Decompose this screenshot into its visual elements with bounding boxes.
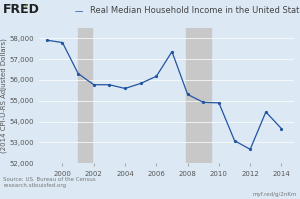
Text: FRED: FRED bbox=[3, 3, 40, 16]
Bar bbox=[78, 28, 92, 163]
Bar bbox=[186, 28, 211, 163]
Text: Source: US. Bureau of the Census
research.stlouisfed.org: Source: US. Bureau of the Census researc… bbox=[3, 177, 96, 188]
Y-axis label: (2014 CPI-U-RS Adjusted Dollars): (2014 CPI-U-RS Adjusted Dollars) bbox=[0, 38, 7, 153]
Text: —: — bbox=[75, 7, 83, 16]
Text: myf.red/g/2nKm: myf.red/g/2nKm bbox=[253, 192, 297, 197]
Text: Real Median Household Income in the United States: Real Median Household Income in the Unit… bbox=[90, 6, 300, 15]
Text: ↗: ↗ bbox=[22, 3, 28, 9]
